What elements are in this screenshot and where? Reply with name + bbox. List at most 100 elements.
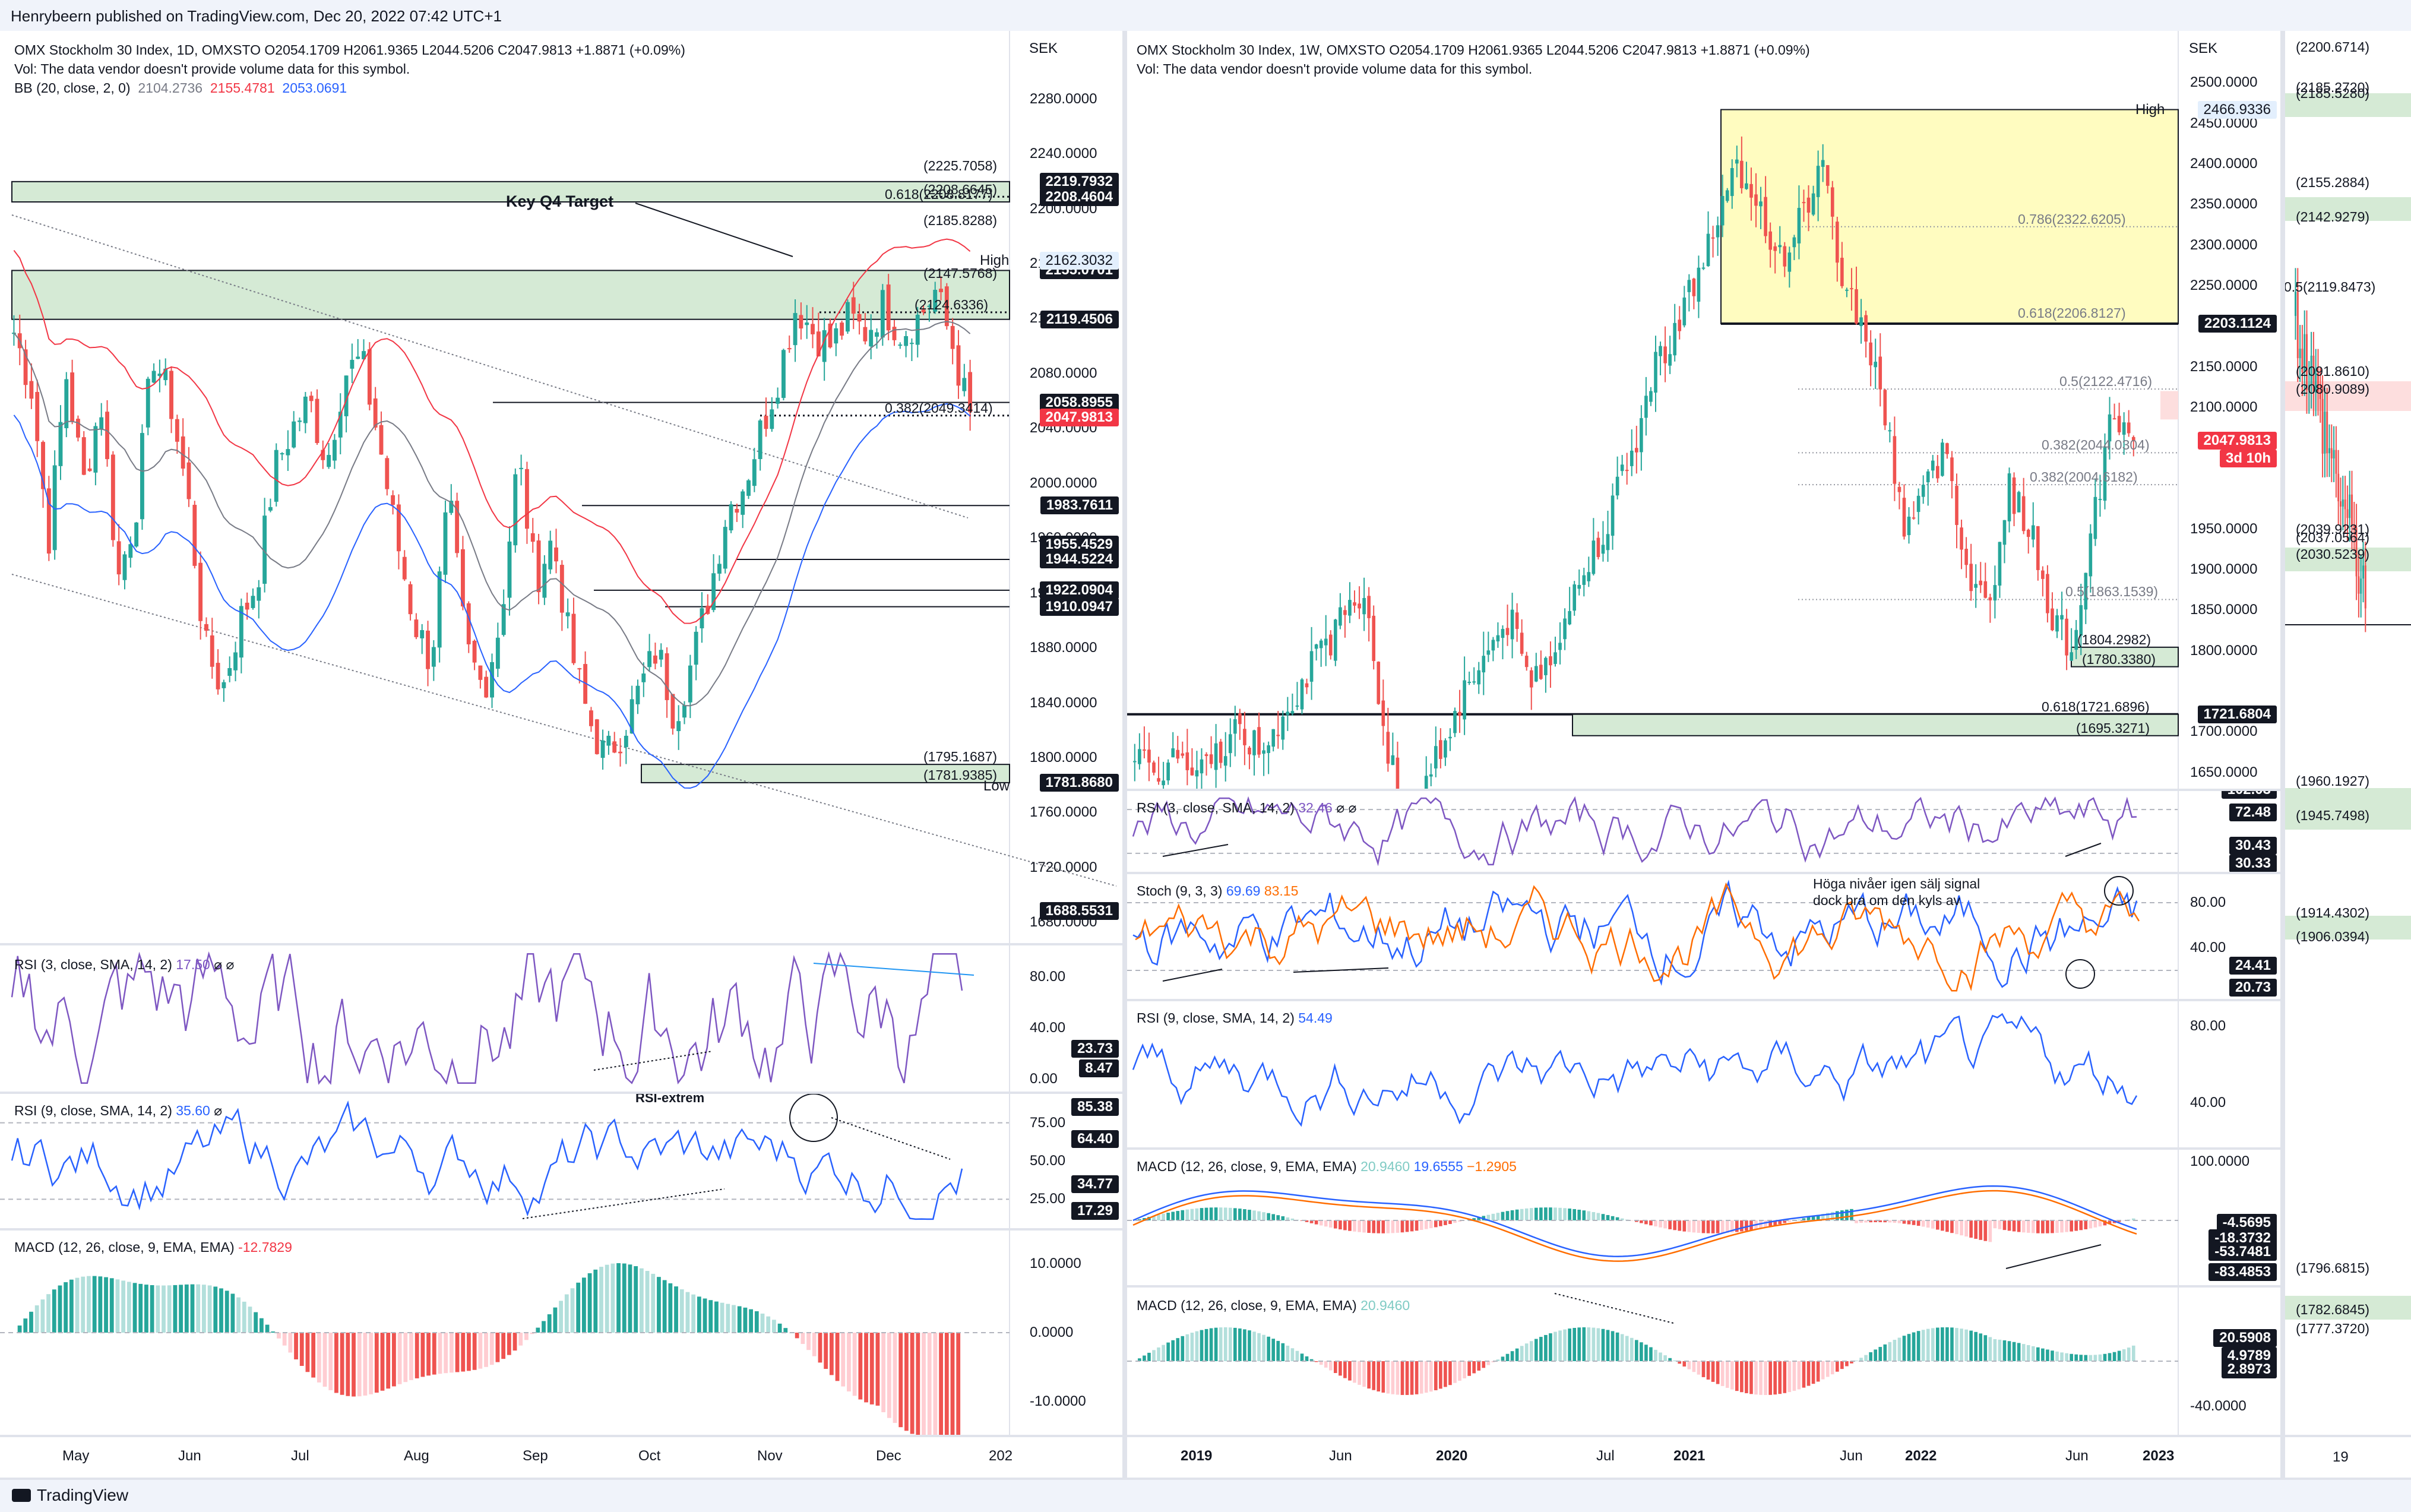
right-candle-body xyxy=(1960,527,1963,550)
right-macd1-bar xyxy=(1902,1220,1906,1224)
right-macd1-bar xyxy=(1257,1211,1261,1220)
right-candle-body xyxy=(1778,245,1782,248)
right-candle-body xyxy=(1362,597,1366,615)
left-candle-body xyxy=(764,416,768,429)
left-candle-body xyxy=(408,584,413,615)
left-macd-bar xyxy=(444,1333,448,1374)
left-macd-bar xyxy=(397,1333,402,1384)
far-right-time-axis[interactable]: 19 xyxy=(2285,1437,2411,1478)
left-candle-body xyxy=(851,297,856,314)
left-candle-body xyxy=(431,647,436,667)
right-candle-body xyxy=(1969,564,1973,591)
left-rsi9-panel[interactable]: RSI (9, close, SMA, 14, 2) 35.60 ⌀ RSI-e… xyxy=(0,1094,1122,1228)
left-candle-body xyxy=(466,603,471,644)
fr-candle-body xyxy=(2304,334,2306,372)
left-macd-bar xyxy=(691,1294,696,1333)
tradingview-brand[interactable]: TradingView xyxy=(12,1486,128,1505)
right-candle-body xyxy=(1620,464,1624,472)
right-candle-body xyxy=(1157,778,1160,782)
right-candle-body xyxy=(1233,719,1237,734)
far-right-panel[interactable]: (2200.6714) (2185.2720) (2185.5280) (2155.2… xyxy=(2285,31,2411,1435)
right-time-axis[interactable]: 2019 Jun 2020 Jul 2021 Jun 2022 Jun 2023 xyxy=(1127,1437,2280,1478)
right-stoch-panel[interactable]: Stoch (9, 3, 3) 69.69 83.15 Höga nivåer … xyxy=(1127,874,2280,999)
right-macd1-bar xyxy=(1391,1220,1395,1233)
left-candle-body xyxy=(665,653,669,700)
right-candle-body xyxy=(1955,486,1958,525)
left-candle-body xyxy=(420,630,425,638)
right-rsi9-panel[interactable]: RSI (9, close, SMA, 14, 2) 54.49 80.00 40… xyxy=(1127,1001,2280,1147)
right-macd2-bar xyxy=(1615,1332,1619,1361)
left-candle-body xyxy=(239,606,243,658)
right-candle-body xyxy=(1883,390,1887,426)
right-macd1-bar xyxy=(1276,1215,1280,1220)
r-macd2-label: MACD (12, 26, close, 9, EMA, EMA) xyxy=(1137,1298,1357,1313)
left-candle-body xyxy=(793,313,798,346)
left-rsi3-panel[interactable]: RSI (3, close, SMA, 14, 2) 17.50 ⌀ ⌀ 80.… xyxy=(0,945,1122,1092)
right-price-tick: 2150.0000 xyxy=(2190,358,2258,375)
right-rsi3-panel[interactable]: RSI (3, close, SMA, 14, 2) 32.46 ⌀ ⌀ 102… xyxy=(1127,791,2280,872)
right-macd2-bar xyxy=(1520,1346,1524,1361)
left-candle-body xyxy=(321,450,325,460)
right-candle-body xyxy=(1745,183,1748,189)
right-macd2-panel[interactable]: MACD (12, 26, close, 9, EMA, EMA) 20.946… xyxy=(1127,1288,2280,1435)
right-macd2-bar xyxy=(1725,1361,1729,1388)
left-rsi3-trend-top xyxy=(813,963,974,976)
left-macd-bar xyxy=(668,1283,673,1333)
left-fib-label: (2147.5768) xyxy=(923,265,998,281)
right-candle-body xyxy=(1228,734,1232,754)
right-macd1-bar xyxy=(1783,1220,1787,1223)
r-rsi9-label: RSI (9, close, SMA, 14, 2) xyxy=(1137,1010,1295,1026)
right-rsi3-tag: 30.43 xyxy=(2229,837,2277,855)
right-time-label: Jun xyxy=(1840,1448,1863,1464)
right-candle-body xyxy=(1281,716,1285,740)
right-macd1-bar xyxy=(1778,1220,1782,1225)
stoch-circle-bot xyxy=(2065,959,2095,989)
left-macd-bar xyxy=(224,1290,229,1333)
left-candle-body xyxy=(822,330,827,362)
left-candle-body xyxy=(315,398,319,444)
right-macd2-bar xyxy=(2079,1355,2083,1361)
left-candle-body xyxy=(589,710,593,726)
stoch-trend2 xyxy=(1293,967,1389,973)
right-macd1-bar xyxy=(1568,1209,1571,1220)
publisher-bar: Henrybeern published on TradingView.com,… xyxy=(0,0,2411,31)
right-macd2-bar xyxy=(1143,1355,1146,1361)
right-macd2-bar xyxy=(1701,1361,1706,1377)
left-rsi9-trend-bot xyxy=(522,1188,725,1219)
stoch-k: 69.69 xyxy=(1226,883,1261,899)
left-candle-body xyxy=(834,328,839,344)
right-stoch-legend: Stoch (9, 3, 3) 69.69 83.15 xyxy=(1137,881,1298,900)
bb-basis-line xyxy=(13,321,971,707)
right-price-panel[interactable]: OMX Stockholm 30 Index, 1W, OMXSTO O2054… xyxy=(1127,31,2280,789)
right-candle-body xyxy=(1635,448,1638,453)
right-macd2-bar xyxy=(1190,1333,1194,1361)
right-macd1-panel[interactable]: MACD (12, 26, close, 9, EMA, EMA) 20.946… xyxy=(1127,1150,2280,1285)
far-right-label: (1796.6815) xyxy=(2296,1260,2370,1276)
right-macd2-bar xyxy=(1759,1361,1763,1395)
right-macd2-bar xyxy=(2127,1347,2131,1361)
right-macd2-bar xyxy=(2108,1353,2112,1361)
right-candle-body xyxy=(1735,159,1739,164)
right-macd1-bar xyxy=(1262,1212,1265,1220)
left-macd-bar xyxy=(777,1323,782,1333)
left-candle-body xyxy=(554,547,558,562)
left-macd-bar xyxy=(495,1333,500,1362)
left-macd-panel[interactable]: MACD (12, 26, close, 9, EMA, EMA) -12.78… xyxy=(0,1231,1122,1435)
left-candle-body xyxy=(93,426,98,473)
right-candle-body xyxy=(1630,450,1634,466)
right-macd2-bar xyxy=(1314,1361,1318,1362)
right-candle-body xyxy=(1740,160,1744,188)
right-macd2-bar xyxy=(1162,1345,1165,1361)
right-candle-body xyxy=(1558,643,1562,650)
left-rsi3-legend: RSI (3, close, SMA, 14, 2) 17.50 ⌀ ⌀ xyxy=(14,957,235,972)
right-macd2-bar xyxy=(1223,1327,1227,1361)
left-price-panel[interactable]: OMX Stockholm 30 Index, 1D, OMXSTO O2054… xyxy=(0,31,1122,943)
right-candle-body xyxy=(1625,470,1629,472)
right-candle-body xyxy=(1974,584,1978,588)
right-macd2-bar xyxy=(1529,1341,1533,1361)
right-macd1-bar xyxy=(1243,1209,1246,1220)
right-macd1-bar xyxy=(1979,1220,1983,1240)
right-candle-body xyxy=(1993,585,1997,601)
right-macd2-bar xyxy=(1372,1361,1376,1390)
left-time-axis[interactable]: May Jun Jul Aug Sep Oct Nov Dec 202 xyxy=(0,1437,1122,1478)
